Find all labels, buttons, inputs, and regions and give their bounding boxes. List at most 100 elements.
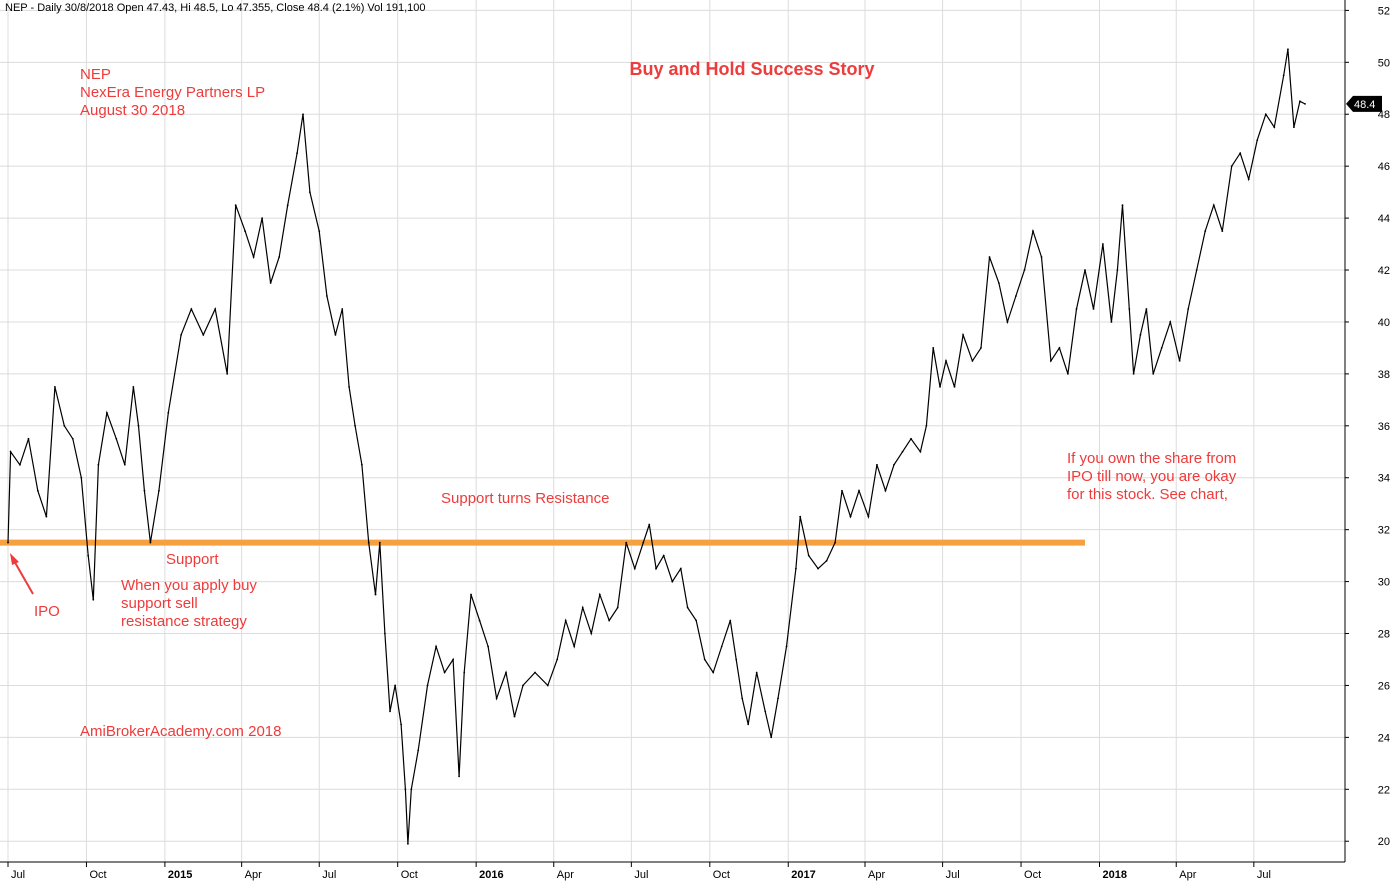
price-point [214, 308, 217, 310]
price-point [919, 450, 922, 453]
price-point [799, 515, 802, 518]
x-tick-label: Jul [946, 869, 960, 881]
chart-header: NEP - Daily 30/8/2018 Open 47.43, Hi 48.… [5, 2, 426, 14]
last-price-tag-shape [1346, 95, 1382, 112]
y-tick-label: 28 [1378, 629, 1390, 641]
price-point [463, 671, 466, 674]
price-point [348, 385, 350, 388]
price-point [893, 463, 895, 466]
price-point [374, 593, 377, 596]
price-point [1178, 359, 1181, 362]
price-point [534, 671, 536, 674]
price-point [564, 619, 567, 622]
price-point [426, 684, 429, 687]
price-point [97, 463, 100, 466]
x-tick-label: Apr [557, 869, 574, 881]
price-point [642, 541, 645, 544]
price-point [115, 437, 118, 440]
price-point [858, 489, 860, 492]
y-tick-label: 40 [1378, 317, 1390, 329]
price-point [495, 697, 498, 700]
price-point [932, 347, 935, 349]
price-point [470, 593, 472, 596]
price-point [384, 632, 386, 635]
x-tick-label: Oct [401, 869, 418, 881]
y-axis-ticks: 20 22 24 26 28 30 32 34 36 38 40 42 44 46 48 50 52 [1345, 5, 1390, 848]
strategy-line-3: resistance strategy [121, 613, 247, 630]
chart-title: Buy and Hold Success Story [629, 59, 874, 79]
price-point [1264, 113, 1267, 116]
price-point [137, 424, 140, 427]
price-point [1110, 321, 1113, 323]
price-point [158, 489, 160, 492]
owner-note-line-2: IPO till now, you are okay [1067, 468, 1237, 485]
price-point [278, 256, 281, 258]
price-point [80, 476, 83, 479]
y-tick-label: 46 [1378, 161, 1390, 173]
price-point [435, 645, 437, 648]
x-tick-label: Jul [1257, 869, 1271, 881]
price-point [394, 684, 397, 687]
price-point [487, 645, 489, 648]
price-point [1145, 308, 1148, 310]
price-point [334, 334, 337, 336]
x-tick-label: 2016 [479, 869, 503, 881]
price-point [785, 645, 788, 648]
x-tick-label: Jul [322, 869, 336, 881]
price-point [573, 645, 576, 648]
price-point [1256, 139, 1259, 142]
price-point [1247, 178, 1250, 181]
price-point [1032, 230, 1034, 232]
price-point [1128, 308, 1131, 310]
price-point [1239, 152, 1242, 155]
price-point [71, 437, 74, 440]
price-point [608, 619, 611, 622]
x-tick-label: 2015 [168, 869, 192, 881]
price-point [625, 541, 628, 544]
price-point [795, 567, 797, 570]
price-point [63, 424, 66, 427]
y-tick-label: 32 [1378, 525, 1390, 537]
price-point [662, 554, 665, 557]
price-point [1230, 165, 1233, 168]
price-point [712, 671, 715, 674]
price-point [764, 710, 767, 713]
x-axis-ticks: Jul Oct 2015 Apr Jul Oct 2016 Apr Jul Oct 2017 Apr J… [7, 862, 1271, 881]
price-point [452, 658, 455, 661]
price-point [341, 308, 344, 310]
ipo-label: IPO [34, 603, 60, 620]
price-point [1006, 321, 1009, 323]
price-point [190, 308, 193, 310]
price-point [841, 489, 843, 492]
price-point [695, 619, 698, 622]
price-series-points [7, 48, 1306, 845]
x-tick-label: Apr [1179, 869, 1196, 881]
grid [0, 0, 1345, 862]
price-point [598, 593, 601, 596]
x-tick-label: Apr [868, 869, 885, 881]
price-point [19, 463, 21, 466]
price-point [261, 217, 264, 219]
price-point [522, 684, 524, 687]
price-point [234, 204, 237, 207]
price-point [1075, 308, 1078, 310]
price-point [36, 489, 39, 492]
price-point [296, 152, 298, 155]
price-point [590, 632, 593, 635]
price-point [648, 523, 651, 526]
price-point [770, 736, 773, 739]
price-point [1187, 308, 1190, 310]
x-tick-label: Jul [11, 869, 25, 881]
price-point [326, 295, 328, 297]
price-point [407, 842, 409, 845]
price-point [939, 385, 941, 388]
y-tick-label: 42 [1378, 265, 1390, 277]
price-point [1160, 347, 1163, 349]
price-point [962, 334, 964, 336]
price-point [633, 567, 636, 570]
price-point [1015, 295, 1017, 297]
price-point [1204, 230, 1207, 232]
price-point [180, 334, 183, 336]
price-point [1212, 204, 1215, 207]
